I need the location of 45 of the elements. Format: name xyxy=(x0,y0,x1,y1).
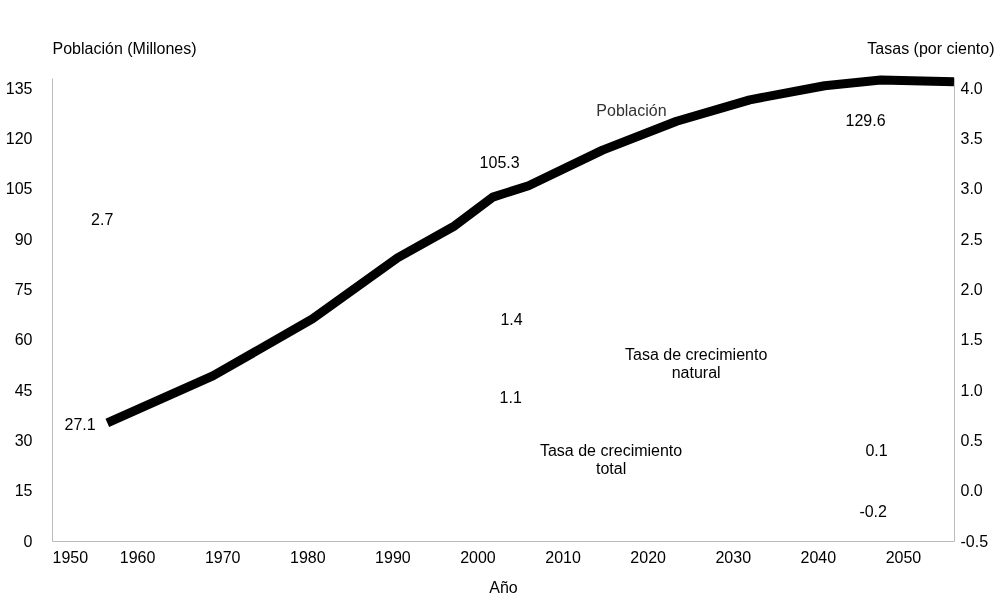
y-tick-label: 30 xyxy=(14,431,33,449)
y-tick-label: 75 xyxy=(14,280,33,298)
annotation: 2.7 xyxy=(91,210,114,228)
annotation: 27.1 xyxy=(64,415,96,433)
annotation: 0.1 xyxy=(865,442,888,460)
annotation: 1.1 xyxy=(499,389,522,407)
series-label: Población xyxy=(596,102,667,120)
y2-tick-label: 3.0 xyxy=(960,180,983,198)
y-tick-label: 105 xyxy=(5,180,33,198)
y2-axis-title: Tasas (por ciento) xyxy=(867,39,995,57)
x-tick-label: 1950 xyxy=(52,548,89,566)
y2-tick-label: 4.0 xyxy=(960,79,983,97)
x-tick-label: 2040 xyxy=(800,548,837,566)
y2-tick-label: 1.0 xyxy=(960,381,983,399)
x-tick-label: 2000 xyxy=(460,548,496,566)
annotation: -0.2 xyxy=(859,502,888,520)
x-tick-label: 2010 xyxy=(545,548,581,566)
y2-tick-label: 1.5 xyxy=(960,331,983,349)
annotation: 1.4 xyxy=(500,310,523,328)
y-tick-label: 15 xyxy=(14,482,33,500)
y-tick-label: 60 xyxy=(14,331,33,349)
y2-tick-label: -0.5 xyxy=(960,532,989,550)
x-tick-label: 2050 xyxy=(885,548,922,566)
x-tick-label: 2030 xyxy=(715,548,752,566)
y-tick-label: 120 xyxy=(5,129,33,147)
x-tick-label: 1990 xyxy=(375,548,411,566)
x-tick-label: 1960 xyxy=(119,548,156,566)
annotation: 129.6 xyxy=(845,112,886,130)
annotation: 105.3 xyxy=(479,154,520,172)
y-tick-label: 0 xyxy=(23,532,33,550)
y-axis-title: Población (Millones) xyxy=(52,39,197,57)
y2-tick-label: 0.0 xyxy=(960,482,983,500)
y-tick-label: 45 xyxy=(14,381,33,399)
y2-tick-label: 3.5 xyxy=(960,129,983,147)
annotation: Tasa de crecimiento natural xyxy=(625,346,768,382)
annotation: Tasa de crecimiento total xyxy=(539,442,683,478)
y-tick-label: 135 xyxy=(5,79,33,97)
x-tick-label: 2020 xyxy=(630,548,667,566)
x-axis-title: Año xyxy=(489,578,518,596)
y-tick-label: 90 xyxy=(14,230,33,248)
x-tick-label: 1980 xyxy=(289,548,326,566)
y2-tick-label: 0.5 xyxy=(960,431,983,449)
x-tick-label: 1970 xyxy=(204,548,241,566)
y2-tick-label: 2.5 xyxy=(960,230,983,248)
y2-tick-label: 2.0 xyxy=(960,280,983,298)
